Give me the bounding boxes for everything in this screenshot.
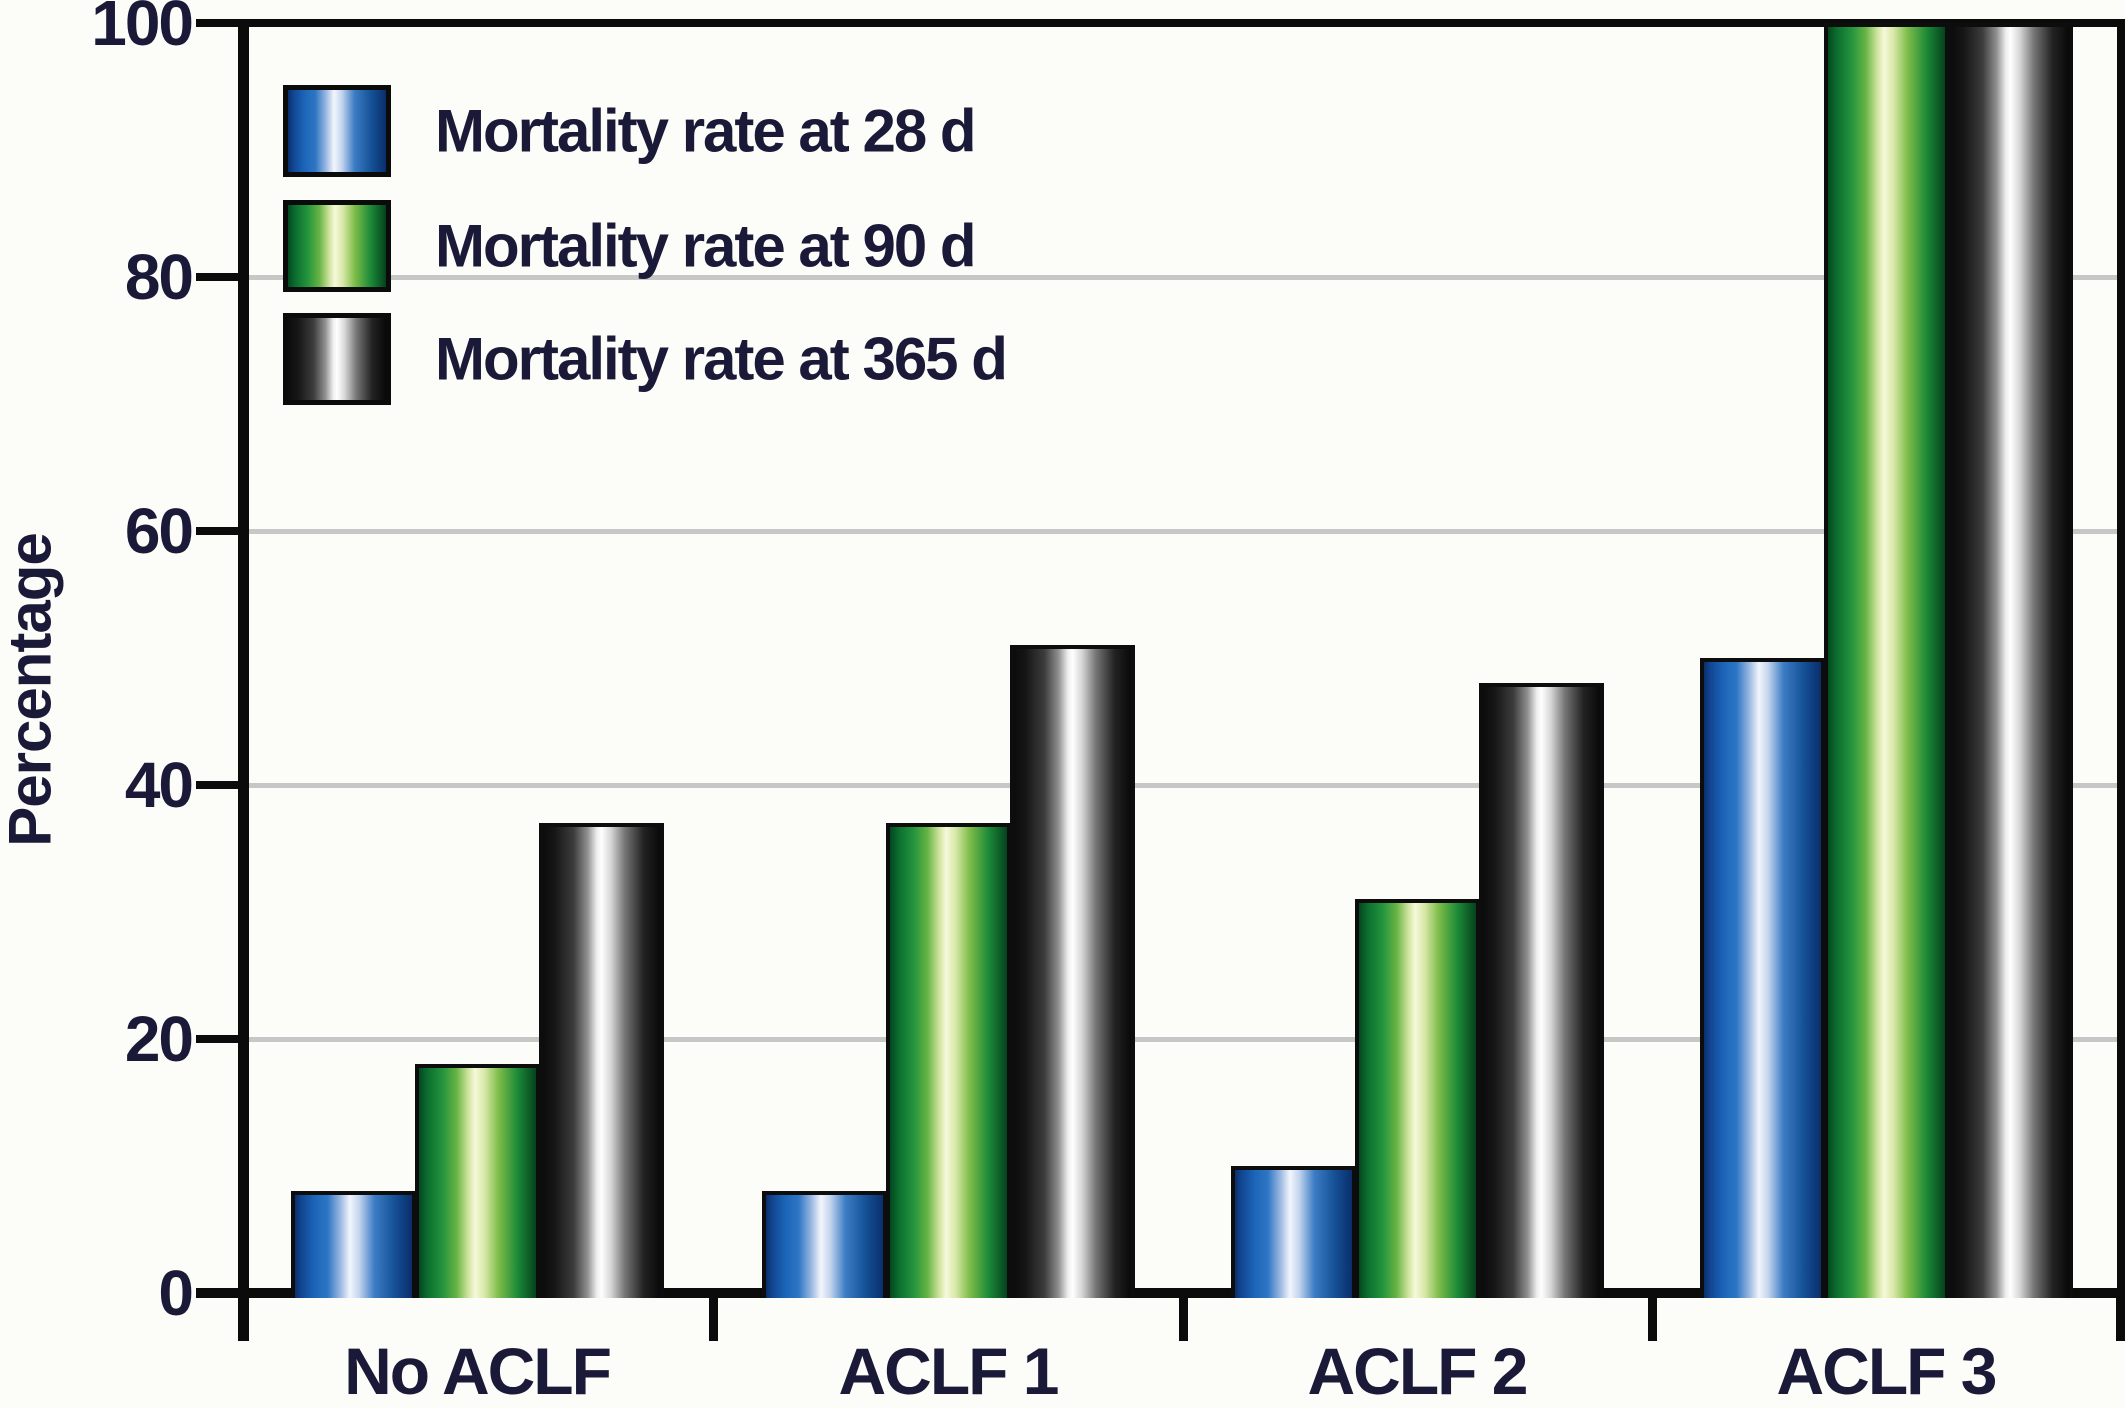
- y-tick-100: [196, 19, 240, 27]
- x-category-label-4: ACLF 3: [1776, 1334, 1998, 1408]
- legend-label-black: Mortality rate at 365 d: [435, 325, 1008, 393]
- legend-swatch-black-icon: [283, 313, 391, 405]
- y-tick-80: [196, 273, 240, 281]
- bar-green-no-aclf: [415, 1064, 540, 1298]
- y-tick-20: [196, 1035, 240, 1043]
- x-category-label-3: ACLF 2: [1307, 1334, 1529, 1408]
- bar-green-aclf-2: [1355, 899, 1480, 1298]
- bar-green-aclf-3: [1824, 23, 1949, 1298]
- bar-black-aclf-3: [1948, 23, 2073, 1298]
- legend-swatch-green-icon: [283, 200, 391, 292]
- y-tick-label-100: 100: [91, 0, 194, 59]
- bar-black-aclf-2: [1479, 683, 1604, 1298]
- x-tick-2: [1179, 1298, 1188, 1341]
- bar-green-aclf-1: [886, 823, 1011, 1298]
- x-category-label-2: ACLF 1: [838, 1334, 1060, 1408]
- plot-top-border: [243, 19, 2125, 27]
- y-tick-40: [196, 781, 240, 789]
- y-tick-label-60: 60: [124, 495, 194, 567]
- bar-blue-no-aclf: [291, 1191, 416, 1298]
- bar-black-no-aclf: [539, 823, 664, 1298]
- y-tick-label-80: 80: [124, 241, 194, 313]
- legend-label-blue: Mortality rate at 28 d: [435, 97, 977, 165]
- legend-swatch-blue-icon: [283, 85, 391, 177]
- plot-right-border: [2117, 19, 2125, 1298]
- x-axis-baseline: [196, 1288, 2125, 1298]
- bar-blue-aclf-1: [762, 1191, 887, 1298]
- legend-label-green: Mortality rate at 90 d: [435, 212, 977, 280]
- x-category-label-1: No ACLF: [344, 1334, 612, 1408]
- y-tick-label-20: 20: [124, 1003, 194, 1075]
- gridline-60: [249, 529, 2117, 534]
- bar-black-aclf-1: [1010, 645, 1135, 1298]
- bar-blue-aclf-2: [1231, 1166, 1356, 1298]
- y-tick-label-40: 40: [124, 749, 194, 821]
- x-tick-1: [709, 1298, 718, 1341]
- gridline-80: [249, 275, 2117, 280]
- gridline-40: [249, 783, 2117, 788]
- x-tick-3: [1648, 1298, 1657, 1341]
- gridline-20: [249, 1037, 2117, 1042]
- bar-blue-aclf-3: [1700, 658, 1825, 1298]
- x-tick-right: [2116, 1298, 2125, 1341]
- y-tick-60: [196, 527, 240, 535]
- y-tick-label-0: 0: [158, 1257, 194, 1329]
- y-axis-line: [238, 19, 249, 1341]
